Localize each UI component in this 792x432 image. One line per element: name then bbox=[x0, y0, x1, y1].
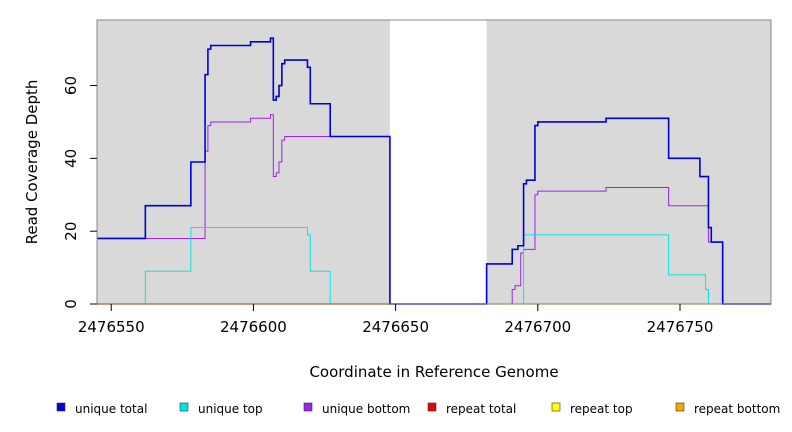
shaded-regions bbox=[97, 20, 771, 304]
legend-swatch bbox=[56, 402, 66, 412]
series-line-unique-total bbox=[97, 37, 771, 305]
x-tick-label: 2476750 bbox=[647, 318, 714, 336]
x-tick-label: 2476650 bbox=[362, 318, 429, 336]
legend-swatch bbox=[179, 402, 189, 412]
shaded-region-0 bbox=[97, 20, 390, 304]
legend: unique total unique top unique bottom repea… bbox=[56, 402, 780, 416]
legend-label: repeat bottom bbox=[694, 402, 780, 416]
series-line-unique-top bbox=[97, 227, 771, 305]
x-tick-label: 2476700 bbox=[504, 318, 571, 336]
legend-label: unique top bbox=[198, 402, 263, 416]
plot-frame bbox=[96, 19, 772, 305]
legend-swatch bbox=[675, 402, 685, 412]
y-tick-label: 20 bbox=[62, 222, 80, 241]
y-axis: 0 20 40 60 bbox=[62, 76, 97, 309]
legend-label: repeat top bbox=[570, 402, 633, 416]
y-tick-label: 0 bbox=[62, 299, 80, 309]
y-tick-label: 60 bbox=[62, 76, 80, 95]
y-tick-label: 40 bbox=[62, 149, 80, 168]
legend-label: unique total bbox=[75, 402, 147, 416]
legend-label: repeat total bbox=[446, 402, 516, 416]
x-axis-title: Coordinate in Reference Genome bbox=[309, 363, 558, 381]
legend-label: unique bottom bbox=[322, 402, 410, 416]
x-axis: 2476550 2476600 2476650 2476700 2476750 bbox=[78, 304, 714, 336]
shaded-region-1 bbox=[486, 20, 771, 304]
legend-swatch bbox=[551, 402, 561, 412]
y-axis-title: Read Coverage Depth bbox=[23, 80, 41, 245]
x-tick-label: 2476550 bbox=[78, 318, 145, 336]
legend-swatch bbox=[427, 402, 437, 412]
legend-swatch bbox=[303, 402, 313, 412]
x-tick-label: 2476600 bbox=[220, 318, 287, 336]
